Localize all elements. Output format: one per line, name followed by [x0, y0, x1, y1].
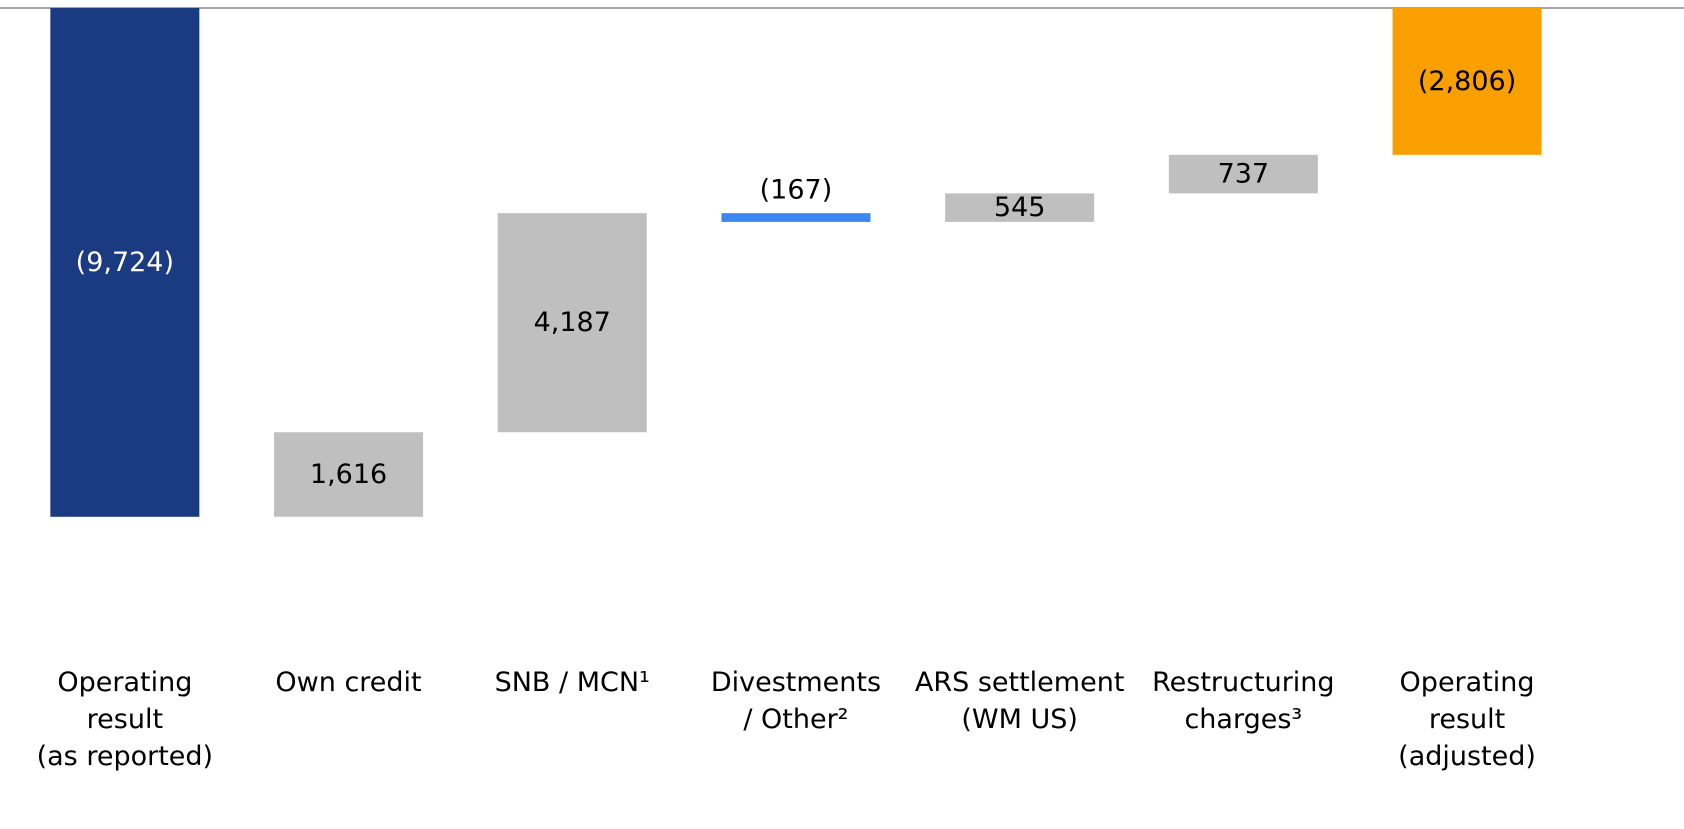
category-label-line: Own credit	[275, 667, 422, 698]
category-label-line: ARS settlement	[914, 667, 1125, 698]
category-label-line: result	[86, 704, 164, 735]
category-label-line: (as reported)	[36, 741, 214, 772]
category-label-line: result	[1428, 704, 1506, 735]
category-label-line: (adjusted)	[1398, 741, 1536, 772]
category-label-line: (WM US)	[961, 704, 1078, 735]
category-label-line: SNB / MCN¹	[494, 667, 650, 698]
category-label-line: Operating	[57, 667, 193, 698]
value-label: (2,806)	[1418, 66, 1516, 97]
bar	[1168, 154, 1318, 194]
category-label: SNB / MCN¹	[460, 664, 684, 701]
category-label-line: charges³	[1184, 704, 1303, 735]
bar	[50, 8, 200, 517]
bar	[721, 213, 871, 222]
category-label-line: / Other²	[743, 704, 849, 735]
category-label: Operating result (as reported)	[13, 664, 237, 775]
value-label: 4,187	[534, 307, 611, 338]
value-label: 737	[1218, 159, 1270, 190]
value-label: 545	[994, 192, 1046, 223]
category-label: Restructuring charges³	[1131, 664, 1355, 738]
bar	[274, 432, 424, 517]
value-label: 1,616	[310, 459, 387, 490]
category-label: Own credit	[237, 664, 461, 701]
value-label: (167)	[760, 175, 833, 206]
bar	[497, 213, 647, 433]
bar	[945, 193, 1095, 222]
category-label-line: Divestments	[710, 667, 882, 698]
category-label: ARS settlement (WM US)	[908, 664, 1132, 738]
category-label: Operating result (adjusted)	[1355, 664, 1579, 775]
value-label: (9,724)	[76, 247, 174, 278]
category-label-line: Operating	[1399, 667, 1535, 698]
bar	[1392, 8, 1542, 155]
category-label: Divestments / Other²	[684, 664, 908, 738]
category-label-line: Restructuring	[1152, 667, 1335, 698]
